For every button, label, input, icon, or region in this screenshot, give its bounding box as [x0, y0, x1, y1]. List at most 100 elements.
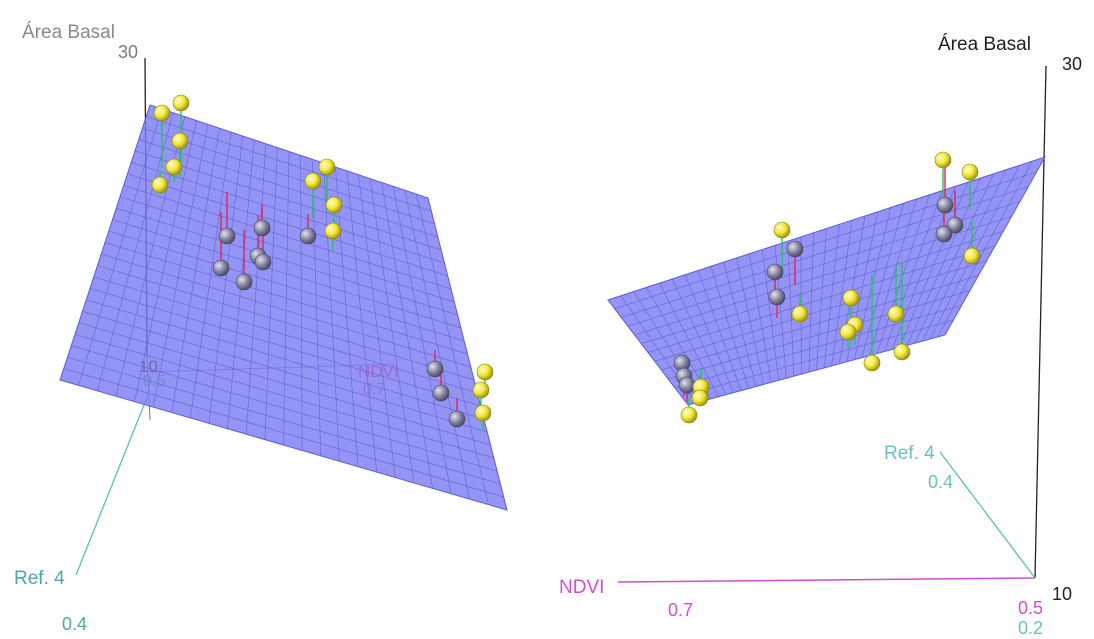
right-ref-axis-label: Ref. 4	[884, 443, 935, 464]
data-point-above-plane	[165, 158, 183, 176]
plane-grid-line	[641, 230, 1004, 345]
left-regression-plane	[59, 104, 508, 511]
plane-grid-line	[138, 139, 438, 238]
data-point-above-plane	[934, 151, 952, 169]
right-ref-axis	[939, 451, 1036, 579]
data-point-above-plane	[963, 247, 981, 265]
data-point-below-plane	[253, 219, 271, 237]
plane-grid-line	[119, 196, 455, 303]
data-point-above-plane	[476, 363, 494, 381]
plane-grid-line	[681, 319, 954, 397]
right-z-axis-label: Área Basal	[938, 34, 1031, 55]
right-regression-plane	[607, 156, 1047, 406]
plane-grid-line	[661, 275, 979, 371]
right-z-tick-high: 30	[1062, 54, 1082, 74]
right-ref-tick: 0.4	[928, 472, 953, 492]
data-point-below-plane	[935, 225, 953, 243]
data-point-below-plane	[426, 360, 444, 378]
data-point-below-plane	[432, 384, 450, 402]
data-point-above-plane	[324, 222, 342, 240]
data-point-above-plane	[961, 163, 979, 181]
data-point-above-plane	[304, 172, 322, 190]
plane-grid-line	[86, 299, 485, 420]
data-point-below-plane	[678, 376, 696, 394]
plane-grid-line	[104, 242, 468, 355]
plane-surface	[59, 104, 508, 511]
data-point-above-plane	[325, 196, 343, 214]
data-point-below-plane	[786, 240, 804, 258]
data-point-above-plane	[474, 404, 492, 422]
plane-grid-line	[647, 245, 996, 353]
plane-grid-line	[112, 219, 462, 329]
data-point-below-plane	[936, 196, 954, 214]
right-z-axis	[1034, 65, 1047, 579]
plane-grid-line	[101, 253, 471, 368]
data-point-below-plane	[946, 216, 964, 234]
data-point-above-plane	[691, 389, 709, 407]
plane-grid-line	[134, 150, 442, 251]
plane-grid-line	[142, 127, 435, 225]
left-ndvi-label: NDVI	[358, 362, 399, 381]
plane-grid-line	[674, 304, 962, 388]
left-z-axis-label: Área Basal	[22, 22, 115, 43]
data-point-above-plane	[893, 343, 911, 361]
data-point-above-plane	[791, 305, 809, 323]
right-ref-tick-end: 0.2	[1018, 618, 1043, 638]
right-ndvi-tick-end: 0.5	[1018, 598, 1043, 618]
left-ref-axis	[75, 389, 151, 576]
plane-grid-line	[71, 345, 498, 472]
left-chart: 10 0.5 NDVI 0.7 Área Basal 30 Ref. 4 0.4	[14, 22, 508, 634]
data-point-above-plane	[887, 305, 905, 323]
data-point-below-plane	[766, 263, 784, 281]
data-point-above-plane	[839, 323, 857, 341]
plane-grid-line	[82, 310, 488, 433]
right-z-tick-low: 10	[1052, 584, 1072, 604]
data-point-below-plane	[768, 288, 786, 306]
data-point-above-plane	[680, 406, 698, 424]
data-point-below-plane	[218, 227, 236, 245]
plane-grid-line	[123, 184, 452, 290]
plane-grid-line	[67, 356, 501, 485]
data-point-above-plane	[172, 94, 190, 112]
left-data-points	[151, 94, 494, 430]
plane-grid-line	[146, 116, 432, 212]
plane-grid-line	[74, 333, 494, 459]
data-point-above-plane	[842, 289, 860, 307]
plane-grid-line	[78, 322, 491, 446]
left-ref-tick: 0.4	[62, 614, 87, 634]
data-point-below-plane	[299, 227, 317, 245]
left-ndvi-tick-hidden: 0.7	[363, 381, 385, 398]
data-point-above-plane	[153, 104, 171, 122]
data-point-below-plane	[235, 273, 253, 291]
right-ndvi-axis-label: NDVI	[559, 577, 604, 598]
left-ref-tick-hidden: 0.5	[143, 373, 165, 390]
data-point-below-plane	[212, 259, 230, 277]
data-point-below-plane	[448, 410, 466, 428]
plane-grid-line	[621, 186, 1029, 318]
plane-grid-line	[614, 171, 1037, 310]
plane-grid-line	[97, 265, 475, 381]
plane-grid-line	[93, 276, 478, 394]
right-chart: Área Basal 30 10 Ref. 4 0.4 NDVI 0.7 0.5…	[559, 34, 1082, 638]
left-ref-axis-label: Ref. 4	[14, 568, 65, 589]
data-point-above-plane	[171, 132, 189, 150]
right-data-points	[673, 151, 981, 424]
right-ndvi-tick-mid: 0.7	[668, 600, 693, 620]
data-point-above-plane	[773, 221, 791, 239]
plane-grid-line	[108, 230, 465, 342]
plane-grid-line	[127, 173, 448, 277]
plane-grid-line	[667, 290, 971, 380]
plane-grid-line	[63, 368, 504, 498]
data-point-below-plane	[254, 253, 272, 271]
data-point-above-plane	[318, 158, 336, 176]
data-point-above-plane	[472, 381, 490, 399]
plane-grid-line	[89, 287, 481, 407]
plane-grid-line	[654, 260, 987, 362]
plane-grid-line	[131, 161, 445, 264]
right-ndvi-axis	[617, 577, 1036, 583]
data-point-above-plane	[863, 354, 881, 372]
data-point-above-plane	[151, 176, 169, 194]
left-z-tick-high: 30	[118, 42, 138, 62]
left-z-tick-low: 10	[139, 357, 158, 376]
